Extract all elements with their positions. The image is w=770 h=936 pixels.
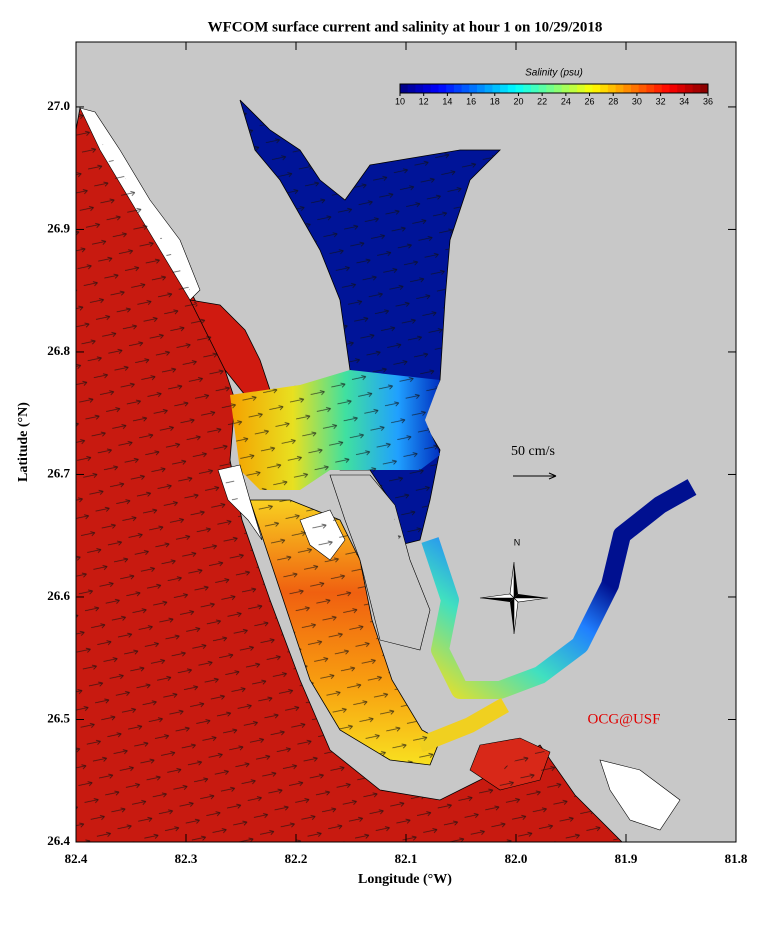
colorbar-cell: [438, 84, 447, 93]
x-tick-label: 82.0: [505, 851, 528, 866]
colorbar-cell: [623, 84, 632, 93]
colorbar-tick-label: 32: [656, 96, 666, 106]
y-tick-label: 26.6: [47, 588, 70, 603]
colorbar-cell: [700, 84, 709, 93]
colorbar-cell: [631, 84, 640, 93]
island: [599, 759, 681, 831]
y-axis-label: Latitude (°N): [16, 402, 31, 482]
title: WFCOM surface current and salinity at ho…: [208, 19, 603, 35]
colorbar-tick-label: 24: [561, 96, 571, 106]
colorbar-cell: [515, 84, 524, 93]
compass-point: [514, 594, 548, 598]
map: [76, 42, 736, 842]
x-tick-label: 81.8: [725, 851, 748, 866]
colorbar-cell: [453, 84, 463, 93]
colorbar-cell: [692, 84, 701, 93]
colorbar-tick-label: 36: [703, 96, 713, 106]
x-tick-label: 82.4: [65, 851, 88, 866]
colorbar-cell: [546, 84, 555, 93]
colorbar-tick-label: 18: [490, 96, 500, 106]
x-tick-label: 82.2: [285, 851, 308, 866]
colorbar-cell: [446, 84, 455, 93]
colorbar-cell: [654, 84, 663, 93]
colorbar-cell: [615, 84, 624, 93]
colorbar-cell: [461, 84, 470, 93]
y-tick-label: 26.5: [47, 710, 70, 725]
colorbar-cell: [530, 84, 540, 93]
x-tick-label: 82.1: [395, 851, 418, 866]
colorbar-cell: [415, 84, 424, 93]
scale-arrow: [513, 472, 557, 480]
compass-point: [514, 562, 518, 598]
colorbar-tick-label: 20: [513, 96, 523, 106]
y-tick-label: 26.4: [47, 833, 70, 848]
scale-arrow-head: [548, 472, 557, 480]
colorbar-cell: [584, 84, 593, 93]
colorbar-cell: [592, 84, 601, 93]
colorbar-cell: [577, 84, 586, 93]
colorbar-tick-label: 12: [419, 96, 429, 106]
colorbar-cell: [477, 84, 486, 93]
north-label: N: [514, 537, 521, 547]
compass-point: [513, 597, 549, 603]
colorbar-tick-label: 30: [632, 96, 642, 106]
colorbar-tick-label: 14: [442, 96, 452, 106]
colorbar-tick-label: 10: [395, 96, 405, 106]
colorbar-cell: [507, 84, 516, 93]
colorbar-cell: [400, 84, 409, 93]
colorbar-cell: [561, 84, 570, 93]
compass-point: [480, 598, 514, 602]
x-tick-label: 81.9: [615, 851, 638, 866]
y-tick-label: 26.8: [47, 343, 70, 358]
colorbar-cell: [607, 84, 617, 93]
y-tick-label: 26.9: [47, 220, 70, 235]
scale-label: 50 cm/s: [511, 444, 555, 459]
colorbar: 10 12 14 16 18 20 22 24 26 28 30 32 34 36: [395, 83, 713, 106]
x-tick-label: 82.3: [175, 851, 198, 866]
colorbar-cell: [538, 84, 547, 93]
credit: OCG@USF: [587, 711, 660, 727]
colorbar-title: Salinity (psu): [525, 68, 583, 79]
colorbar-cell: [554, 84, 563, 93]
colorbar-tick-label: 22: [537, 96, 547, 106]
colorbar-cell: [684, 84, 694, 93]
colorbar-cell: [646, 84, 655, 93]
colorbar-cell: [677, 84, 686, 93]
colorbar-frame: [399, 83, 709, 94]
colorbar-cell: [638, 84, 647, 93]
colorbar-cell: [430, 84, 439, 93]
colorbar-cell: [600, 84, 609, 93]
colorbar-tick-label: 16: [466, 96, 476, 106]
colorbar-cell: [492, 84, 501, 93]
compass: [479, 561, 549, 635]
colorbar-tick-label: 26: [585, 96, 595, 106]
inner-island: [329, 474, 431, 651]
colorbar-cell: [569, 84, 578, 93]
compass-point: [510, 598, 514, 634]
colorbar-cell: [407, 84, 416, 93]
colorbar-cell: [423, 84, 432, 93]
colorbar-cell: [669, 84, 678, 93]
colorbar-cell: [661, 84, 670, 93]
y-tick-label: 27.0: [47, 98, 70, 113]
river: [421, 479, 697, 699]
colorbar-cell: [484, 84, 493, 93]
colorbar-cell: [469, 84, 478, 93]
colorbar-tick-label: 28: [608, 96, 618, 106]
colorbar-cell: [523, 84, 532, 93]
colorbar-cell: [500, 84, 509, 93]
x-axis-label: Longitude (°W): [358, 872, 452, 887]
compass-point: [479, 593, 515, 599]
y-tick-label: 26.7: [47, 465, 70, 480]
colorbar-tick-label: 34: [679, 96, 689, 106]
